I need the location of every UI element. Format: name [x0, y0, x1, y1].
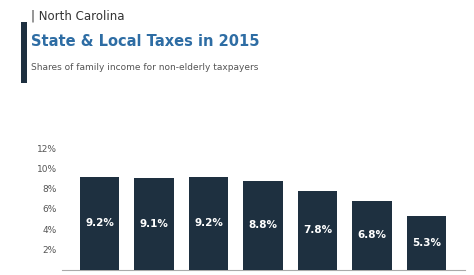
Bar	[407, 216, 446, 270]
Bar	[189, 177, 228, 270]
Text: 5.3%: 5.3%	[412, 238, 441, 248]
Text: 9.1%: 9.1%	[140, 219, 168, 229]
Text: 8.8%: 8.8%	[248, 220, 278, 230]
Text: | North Carolina: | North Carolina	[31, 10, 124, 23]
Text: Shares of family income for non-elderly taxpayers: Shares of family income for non-elderly …	[31, 63, 258, 72]
Text: 9.2%: 9.2%	[85, 218, 114, 228]
Bar	[80, 177, 119, 270]
Bar	[353, 201, 392, 270]
Bar	[135, 178, 173, 270]
Text: 7.8%: 7.8%	[303, 225, 332, 235]
Bar	[298, 191, 337, 270]
Text: 9.2%: 9.2%	[194, 218, 223, 228]
Bar	[244, 181, 283, 270]
Text: 6.8%: 6.8%	[357, 230, 387, 240]
Text: State & Local Taxes in 2015: State & Local Taxes in 2015	[31, 34, 259, 50]
